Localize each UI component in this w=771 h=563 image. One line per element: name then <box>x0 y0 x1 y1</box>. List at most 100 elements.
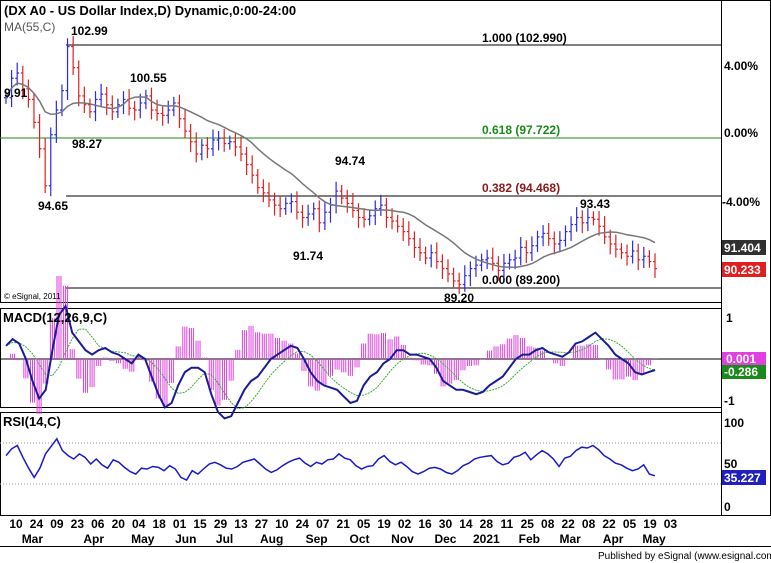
price-bar <box>356 203 361 228</box>
price-label-9-91: 9.91 <box>4 86 28 100</box>
date-tick-label: 14 <box>459 517 473 531</box>
price-bar <box>625 244 630 266</box>
price-bar <box>93 91 98 122</box>
price-label-98-27: 98.27 <box>72 137 102 151</box>
price-bar <box>597 210 602 236</box>
price-label-94-74: 94.74 <box>335 154 365 168</box>
date-axis-labels: 10 24 09 23 06 20 04 18 01 15 29 13 27 10 24 07 21 05 19 02… <box>9 517 677 531</box>
price-bar <box>20 65 25 100</box>
price-bar <box>440 254 445 280</box>
month-axis-labels: Mar Apr May Jun Jul Aug Sep Oct Nov Dec 2021 Feb Mar… <box>22 532 666 546</box>
badge-macd-signal-bg <box>722 365 766 379</box>
date-tick-label: 27 <box>255 517 269 531</box>
month-tick-label: Apr <box>83 532 104 546</box>
month-tick-label: May <box>642 532 666 546</box>
price-bar <box>585 208 590 232</box>
price-bar <box>485 249 490 270</box>
copyright-label: © eSignal, 2011 <box>4 292 61 301</box>
fib-label-618: 0.618 (97.722) <box>482 123 560 137</box>
price-bar <box>311 202 316 221</box>
rsi-line <box>5 437 656 481</box>
price-bar <box>479 253 484 272</box>
price-bar <box>149 87 154 120</box>
price-bar <box>328 197 333 223</box>
date-tick-label: 06 <box>91 517 105 531</box>
price-bar <box>496 256 501 281</box>
month-tick-label: Mar <box>22 532 44 546</box>
price-bar <box>378 194 383 216</box>
price-bar <box>395 214 400 233</box>
price-axis-label-4: 4.00% <box>724 59 758 73</box>
date-tick-label: 28 <box>480 517 494 531</box>
price-bar <box>608 229 613 255</box>
price-bar <box>401 218 406 241</box>
month-tick-label: 2021 <box>473 532 500 546</box>
price-bar <box>362 208 367 228</box>
price-bar <box>653 253 657 278</box>
month-tick-label: Aug <box>260 532 283 546</box>
price-bar <box>529 236 534 262</box>
price-bar <box>199 139 204 161</box>
price-bar <box>115 98 120 118</box>
badge-macd-signal: -0.286 <box>722 365 766 379</box>
price-bar <box>406 221 411 246</box>
price-bar <box>99 83 104 107</box>
price-bar <box>272 192 277 216</box>
price-bar <box>211 129 216 157</box>
price-bar <box>490 247 495 271</box>
price-bar <box>541 225 546 247</box>
price-bar <box>412 231 417 258</box>
month-tick-label: Mar <box>560 532 582 546</box>
price-bar <box>54 100 59 143</box>
price-bar <box>127 89 132 116</box>
price-bar <box>31 93 36 129</box>
price-bar <box>580 210 585 234</box>
price-bar <box>574 207 579 232</box>
macd-signal-line <box>5 328 656 410</box>
date-tick-label: 02 <box>398 517 412 531</box>
price-label-89-20: 89.20 <box>444 291 474 305</box>
price-bar <box>250 155 255 184</box>
price-bar <box>171 96 176 117</box>
price-bar <box>227 135 232 150</box>
price-bar <box>591 211 596 226</box>
date-tick-label: 15 <box>193 517 207 531</box>
price-bar <box>390 208 395 230</box>
price-bar <box>278 195 283 217</box>
date-tick-label: 22 <box>561 517 575 531</box>
badge-ma-value-text: 91.404 <box>724 241 761 255</box>
date-tick-label: 05 <box>357 517 371 531</box>
rsi-axis-label-0: 0 <box>724 500 731 514</box>
price-bar <box>26 79 31 108</box>
price-label-91-74: 91.74 <box>293 249 323 263</box>
macd-histogram <box>10 275 658 414</box>
date-tick-label: 25 <box>521 517 535 531</box>
price-bar <box>233 133 238 157</box>
macd-line <box>5 303 656 420</box>
date-tick-label: 08 <box>582 517 596 531</box>
price-bar <box>322 201 327 231</box>
price-bar <box>350 193 355 218</box>
date-tick-label: 29 <box>214 517 228 531</box>
price-bar <box>546 222 551 246</box>
price-label-94-65: 94.65 <box>38 199 68 213</box>
rsi-panel-frame <box>0 412 722 516</box>
fib-label-100: 1.000 (102.990) <box>482 31 567 45</box>
price-bar <box>445 259 450 283</box>
price-bar <box>110 95 115 121</box>
price-bar <box>306 204 311 226</box>
price-bar <box>468 261 473 287</box>
price-bar <box>647 250 652 268</box>
price-bar <box>373 200 378 226</box>
price-bar <box>434 242 439 269</box>
price-bar <box>641 246 646 269</box>
chart-title: (DX A0 - US Dollar Index,D) Dynamic,0:00… <box>4 3 296 18</box>
fib-label-000: 0.000 (89.200) <box>482 273 560 287</box>
month-tick-label: May <box>131 532 155 546</box>
price-bar <box>619 243 624 259</box>
macd-title: MACD(12,26,9,C) <box>3 310 107 325</box>
ma-label: MA(55,C) <box>4 20 55 34</box>
date-tick-label: 19 <box>377 517 391 531</box>
price-bar <box>48 127 53 197</box>
